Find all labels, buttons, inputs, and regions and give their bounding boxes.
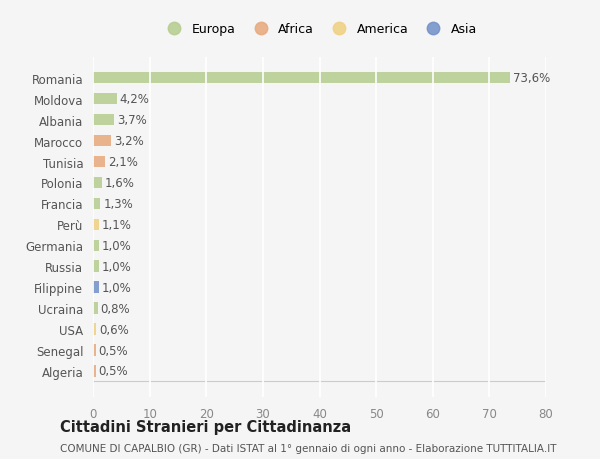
Text: 4,2%: 4,2% (119, 93, 149, 106)
Text: 1,0%: 1,0% (101, 239, 131, 252)
Text: 0,8%: 0,8% (100, 302, 130, 315)
Bar (93, 135, 111, 147)
Text: 1,0%: 1,0% (101, 281, 131, 294)
Text: COMUNE DI CAPALBIO (GR) - Dati ISTAT al 1° gennaio di ogni anno - Elaborazione T: COMUNE DI CAPALBIO (GR) - Dati ISTAT al … (60, 443, 557, 453)
Bar (93, 157, 105, 168)
Text: 3,2%: 3,2% (114, 135, 144, 148)
Bar (93, 198, 100, 210)
Legend: Europa, Africa, America, Asia: Europa, Africa, America, Asia (158, 19, 481, 40)
Text: 0,5%: 0,5% (98, 344, 128, 357)
Text: 0,6%: 0,6% (99, 323, 129, 336)
Bar (93, 115, 114, 126)
Bar (93, 219, 99, 230)
Text: 3,7%: 3,7% (117, 114, 146, 127)
Bar (93, 302, 98, 314)
Bar (93, 177, 102, 189)
Bar (93, 73, 510, 84)
Bar (93, 94, 117, 105)
Bar (93, 345, 96, 356)
Text: 1,3%: 1,3% (103, 197, 133, 210)
Bar (93, 282, 98, 293)
Text: 0,5%: 0,5% (98, 364, 128, 378)
Bar (93, 324, 97, 335)
Bar (93, 365, 96, 377)
Text: 1,6%: 1,6% (105, 177, 135, 190)
Text: Cittadini Stranieri per Cittadinanza: Cittadini Stranieri per Cittadinanza (60, 419, 351, 434)
Text: 73,6%: 73,6% (512, 72, 550, 85)
Bar (93, 240, 98, 252)
Text: 1,1%: 1,1% (102, 218, 132, 231)
Bar (93, 261, 98, 272)
Text: 2,1%: 2,1% (108, 156, 137, 168)
Text: 1,0%: 1,0% (101, 260, 131, 273)
